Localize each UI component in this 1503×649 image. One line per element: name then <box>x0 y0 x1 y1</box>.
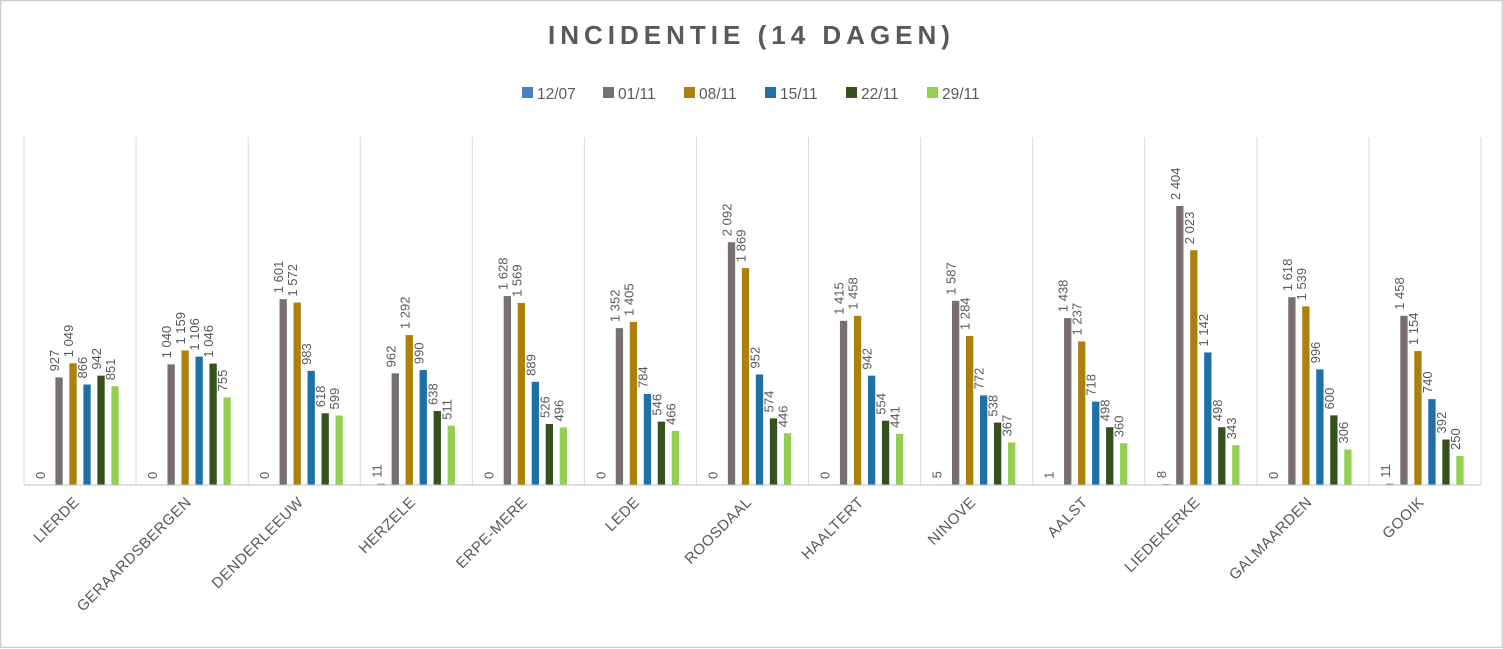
svg-text:983: 983 <box>299 343 314 365</box>
svg-text:511: 511 <box>439 399 454 420</box>
svg-text:0: 0 <box>145 472 160 479</box>
svg-text:600: 600 <box>1322 388 1337 410</box>
svg-text:546: 546 <box>649 394 664 416</box>
svg-text:996: 996 <box>1308 342 1323 364</box>
svg-text:15/11: 15/11 <box>780 86 818 103</box>
svg-text:2 092: 2 092 <box>720 204 735 237</box>
svg-text:5: 5 <box>930 471 945 478</box>
svg-text:784: 784 <box>635 366 650 388</box>
svg-text:1 237: 1 237 <box>1070 303 1085 336</box>
svg-text:962: 962 <box>383 346 398 368</box>
svg-text:952: 952 <box>748 347 763 369</box>
svg-text:LIERDE: LIERDE <box>30 494 82 546</box>
svg-text:1 601: 1 601 <box>271 261 286 294</box>
svg-text:12/07: 12/07 <box>537 86 576 103</box>
svg-text:01/11: 01/11 <box>618 86 656 103</box>
svg-text:11: 11 <box>1378 464 1393 478</box>
svg-text:1 049: 1 049 <box>61 325 76 358</box>
svg-text:1 159: 1 159 <box>173 312 188 345</box>
svg-text:1 106: 1 106 <box>187 318 202 351</box>
svg-text:ROOSDAAL: ROOSDAAL <box>682 494 756 568</box>
svg-text:0: 0 <box>706 472 721 479</box>
svg-text:851: 851 <box>103 359 118 381</box>
svg-text:466: 466 <box>663 403 678 425</box>
svg-text:599: 599 <box>327 388 342 410</box>
svg-text:11: 11 <box>369 464 384 478</box>
svg-text:343: 343 <box>1224 417 1239 439</box>
svg-text:GOOIK: GOOIK <box>1379 494 1428 543</box>
svg-text:755: 755 <box>215 370 230 392</box>
svg-text:446: 446 <box>776 406 791 428</box>
svg-text:LIEDEKERKE: LIEDEKERKE <box>1121 494 1203 576</box>
svg-text:1 869: 1 869 <box>734 230 749 263</box>
svg-text:1 569: 1 569 <box>509 264 524 297</box>
svg-text:1 405: 1 405 <box>621 283 636 316</box>
svg-text:1 572: 1 572 <box>285 264 300 297</box>
svg-text:2 404: 2 404 <box>1168 167 1183 200</box>
svg-text:1 154: 1 154 <box>1406 313 1421 346</box>
svg-text:1 040: 1 040 <box>159 326 174 359</box>
svg-text:0: 0 <box>593 472 608 479</box>
svg-text:29/11: 29/11 <box>942 86 980 103</box>
svg-text:498: 498 <box>1098 399 1113 421</box>
svg-text:0: 0 <box>257 472 272 479</box>
svg-text:496: 496 <box>551 400 566 422</box>
svg-text:392: 392 <box>1434 412 1449 434</box>
svg-text:1 292: 1 292 <box>397 297 412 330</box>
svg-text:1 587: 1 587 <box>944 262 959 295</box>
svg-text:1 046: 1 046 <box>201 325 216 358</box>
svg-text:526: 526 <box>537 396 552 418</box>
svg-text:1: 1 <box>1042 472 1057 479</box>
svg-text:538: 538 <box>986 395 1001 417</box>
svg-text:306: 306 <box>1336 422 1351 444</box>
svg-text:772: 772 <box>972 368 987 390</box>
svg-text:367: 367 <box>1000 415 1015 437</box>
svg-text:22/11: 22/11 <box>861 86 899 103</box>
svg-text:618: 618 <box>313 386 328 408</box>
svg-text:HAALTERT: HAALTERT <box>798 494 867 563</box>
svg-text:1 458: 1 458 <box>1392 277 1407 310</box>
svg-text:08/11: 08/11 <box>699 86 737 103</box>
svg-text:1 618: 1 618 <box>1280 259 1295 292</box>
svg-text:NINOVE: NINOVE <box>925 494 980 549</box>
svg-text:498: 498 <box>1210 399 1225 421</box>
svg-text:942: 942 <box>860 348 875 370</box>
svg-text:1 438: 1 438 <box>1056 280 1071 313</box>
svg-text:889: 889 <box>523 354 538 376</box>
svg-text:GERAARDSBERGEN: GERAARDSBERGEN <box>74 494 195 615</box>
svg-text:718: 718 <box>1084 374 1099 396</box>
svg-text:AALST: AALST <box>1044 494 1091 541</box>
svg-text:1 628: 1 628 <box>495 258 510 291</box>
svg-text:1 458: 1 458 <box>846 277 861 310</box>
svg-text:740: 740 <box>1420 371 1435 393</box>
svg-text:GALMAARDEN: GALMAARDEN <box>1226 494 1316 584</box>
svg-text:0: 0 <box>481 472 496 479</box>
svg-text:8: 8 <box>1154 471 1169 478</box>
svg-text:927: 927 <box>47 350 62 372</box>
svg-text:360: 360 <box>1112 416 1127 438</box>
svg-text:1 539: 1 539 <box>1294 268 1309 301</box>
svg-text:LEDE: LEDE <box>602 494 643 535</box>
svg-text:HERZELE: HERZELE <box>356 494 419 557</box>
svg-text:0: 0 <box>818 472 833 479</box>
svg-text:1 142: 1 142 <box>1196 314 1211 347</box>
svg-text:866: 866 <box>75 357 90 379</box>
svg-text:0: 0 <box>1266 472 1281 479</box>
svg-text:1 284: 1 284 <box>958 297 973 330</box>
svg-text:554: 554 <box>874 393 889 415</box>
svg-text:990: 990 <box>411 342 426 364</box>
svg-text:DENDERLEEUW: DENDERLEEUW <box>209 494 308 593</box>
svg-text:638: 638 <box>425 383 440 405</box>
svg-text:574: 574 <box>762 391 777 413</box>
svg-text:250: 250 <box>1448 428 1463 450</box>
svg-text:2 023: 2 023 <box>1182 212 1197 245</box>
svg-text:ERPE-MERE: ERPE-MERE <box>453 494 531 572</box>
svg-text:1 415: 1 415 <box>832 282 847 315</box>
svg-text:441: 441 <box>888 406 903 428</box>
svg-text:0: 0 <box>33 472 48 479</box>
svg-text:942: 942 <box>89 348 104 370</box>
svg-text:1 352: 1 352 <box>607 290 622 323</box>
